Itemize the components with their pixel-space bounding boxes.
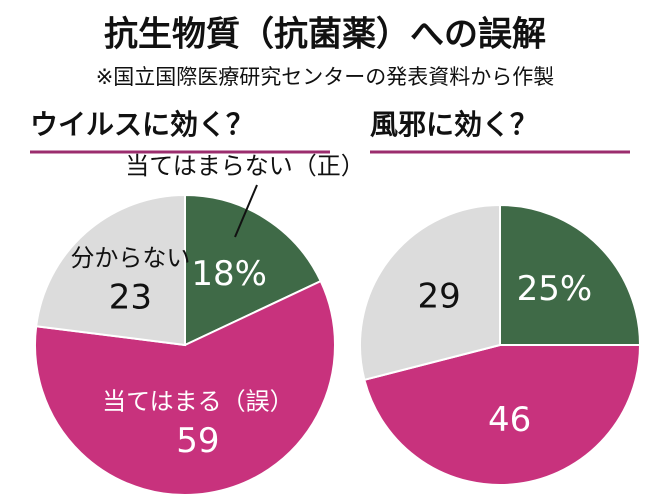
pie-title: 風邪に効く？	[370, 108, 538, 141]
page-subtitle: ※国立国際医療研究センターの発表資料から作製	[96, 65, 555, 89]
leader-line	[234, 184, 258, 238]
category-label: 分からない	[70, 244, 190, 272]
value-label: 18%	[191, 254, 267, 294]
pie-slice	[499, 203, 642, 346]
category-label: 当てはまる（誤）	[102, 387, 294, 415]
value-label: 46	[488, 400, 531, 440]
category-label: 当てはまらない（正）	[125, 152, 365, 180]
pie-slice	[363, 344, 642, 486]
pie-slice	[35, 193, 186, 347]
pie-slice	[184, 193, 323, 347]
pie-slice	[34, 279, 336, 496]
value-label: 25%	[517, 269, 593, 309]
value-label: 59	[176, 421, 219, 461]
pie-title: ウイルスに効く？	[30, 108, 254, 141]
page-title: 抗生物質（抗菌薬）への誤解	[104, 15, 546, 55]
pie-slice	[359, 203, 501, 382]
value-label: 29	[418, 276, 461, 316]
value-label: 23	[109, 278, 152, 318]
